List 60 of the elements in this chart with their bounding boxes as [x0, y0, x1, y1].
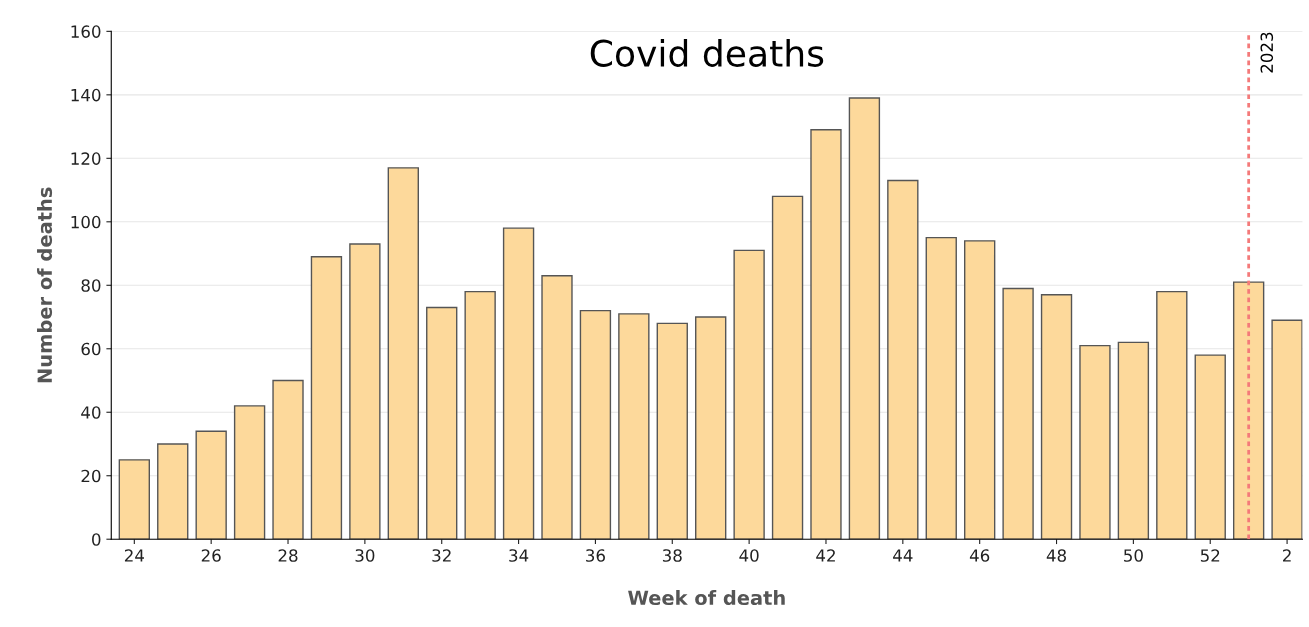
bar — [1271, 319, 1303, 540]
x-tick-label: 38 — [662, 549, 682, 562]
y-tick-label: 40 — [81, 406, 101, 419]
x-tick-label: 28 — [278, 549, 298, 562]
x-tick-label: 46 — [969, 549, 990, 562]
x-tick-label: 42 — [816, 549, 835, 562]
bar — [656, 322, 688, 540]
x-axis-title: Week of death — [628, 590, 785, 606]
y-tick-label: 140 — [71, 88, 101, 102]
y-tick-label: 80 — [81, 279, 101, 292]
bar — [233, 405, 266, 540]
bar — [195, 430, 227, 540]
bar — [925, 236, 957, 540]
bar — [1079, 344, 1111, 540]
bar — [733, 249, 765, 540]
x-tick-label: 34 — [509, 549, 529, 562]
y-tick-label: 0 — [92, 533, 101, 546]
bar — [464, 290, 496, 540]
bar — [579, 309, 612, 540]
bar — [618, 313, 650, 540]
x-tick-label: 36 — [586, 549, 605, 562]
bar — [1040, 294, 1073, 540]
annotation: 2023 — [1260, 32, 1274, 73]
y-axis-title: Number of deaths — [37, 187, 53, 383]
bar — [848, 97, 881, 540]
bar — [1156, 290, 1188, 540]
x-tick-label: 30 — [355, 549, 375, 562]
chart-title: Covid deaths — [590, 38, 824, 67]
x-tick-label: 40 — [739, 549, 759, 562]
x-tick-label: 32 — [432, 549, 451, 562]
y-tick-label: 160 — [71, 25, 101, 38]
bar — [1194, 354, 1226, 540]
bar — [695, 316, 727, 540]
bar — [272, 379, 304, 540]
bar — [887, 179, 919, 540]
bar — [964, 240, 996, 540]
bar — [118, 459, 151, 540]
x-tick-label: 26 — [201, 549, 221, 562]
x-tick-label: 24 — [124, 549, 144, 562]
bar — [426, 306, 458, 540]
bar — [771, 195, 804, 540]
y-tick-label: 120 — [71, 152, 101, 165]
x-tick-label: 48 — [1046, 549, 1066, 562]
bar — [387, 167, 419, 540]
y-tick-label: 20 — [81, 469, 101, 483]
x-tick-label: 50 — [1124, 549, 1143, 562]
bar — [310, 256, 343, 540]
x-tick-label: 52 — [1200, 549, 1220, 562]
bar — [1117, 341, 1150, 540]
x-tick-label: 44 — [893, 549, 913, 562]
bar — [157, 443, 189, 540]
bar — [502, 227, 535, 540]
bar — [541, 275, 573, 540]
bar — [349, 243, 381, 540]
bar — [1002, 287, 1034, 540]
x-tick-label: 2 — [1283, 549, 1291, 562]
y-tick-label: 100 — [71, 215, 101, 229]
bar — [810, 129, 842, 540]
bar — [1232, 281, 1265, 540]
y-tick-label: 60 — [81, 342, 101, 356]
